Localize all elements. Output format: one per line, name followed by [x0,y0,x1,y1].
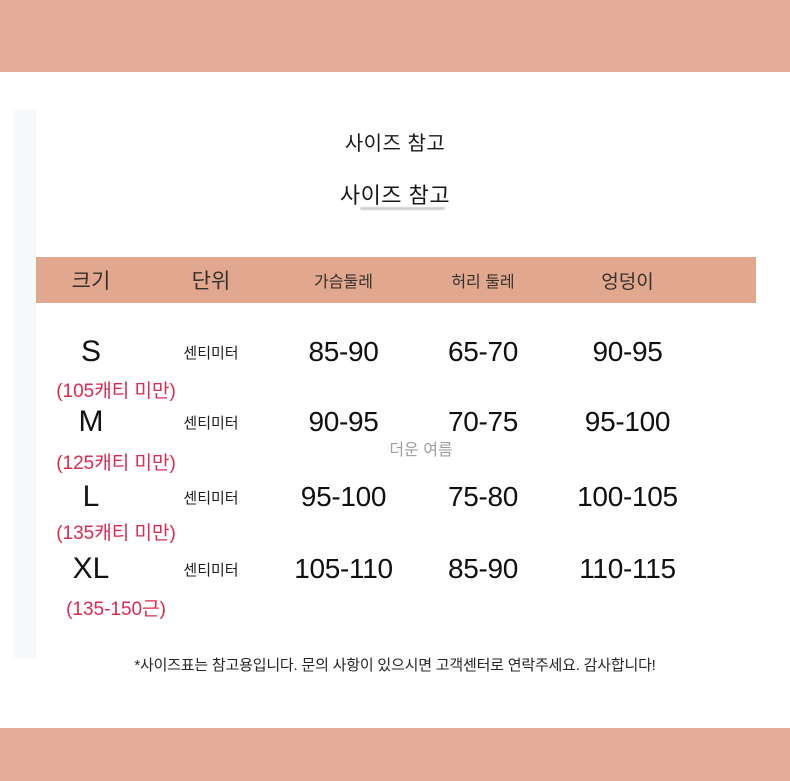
unit-value: 센티미터 [183,561,239,579]
unit-value: 센티미터 [183,344,239,362]
waist-value: 75-80 [447,481,519,512]
table-row-s: S 센티미터 85-90 65-70 90-95 [36,331,756,373]
waist-value: 65-70 [447,336,519,367]
column-header-waist: 허리 둘레 [451,274,515,291]
chest-value: 90-95 [308,406,379,437]
hip-value: 100-105 [577,481,678,512]
hip-value: 110-115 [579,553,676,584]
waist-value: 70-75 [447,406,519,437]
unit-value: 센티미터 [183,489,239,507]
chest-value: 95-100 [300,481,387,512]
subtitle-underline-artifact [360,207,445,210]
waist-value: 85-90 [447,553,519,584]
left-edge-artifact [13,110,36,658]
column-header-unit: 단위 [191,270,231,293]
column-header-size: 크기 [71,270,111,293]
size-note-s: (105캐티 미만) [56,381,176,402]
size-label: S [80,335,101,368]
size-label: M [78,405,104,438]
chest-value: 85-90 [308,336,379,367]
size-label: L [82,480,100,513]
page-subtitle: 사이즈 참고 [339,183,451,208]
table-row-xl: XL 센티미터 105-110 85-90 110-115 [36,548,756,590]
column-header-chest: 가슴둘레 [314,274,373,291]
table-header-row: 크기 단위 가슴둘레 허리 둘레 엉덩이 [36,257,756,303]
table-row-l: L 센티미터 95-100 75-80 100-105 [36,476,756,518]
bottom-color-band [0,728,790,781]
top-color-band [0,0,790,72]
size-note-m: (125캐티 미만) [56,453,176,474]
page-title: 사이즈 참고 [344,133,446,155]
size-note-l: (135캐티 미만) [56,523,176,544]
hip-value: 90-95 [592,336,663,367]
chest-value: 105-110 [294,553,393,584]
column-header-hip: 엉덩이 [601,271,654,293]
hip-value: 95-100 [584,406,671,437]
watermark-text: 더운 여름 [389,442,453,459]
footnote-text: *사이즈표는 참고용입니다. 문의 사항이 있으시면 고객센터로 연락주세요. … [134,657,656,674]
unit-value: 센티미터 [183,414,239,432]
size-note-xl: (135-150근) [66,599,166,620]
size-label: XL [72,552,110,585]
